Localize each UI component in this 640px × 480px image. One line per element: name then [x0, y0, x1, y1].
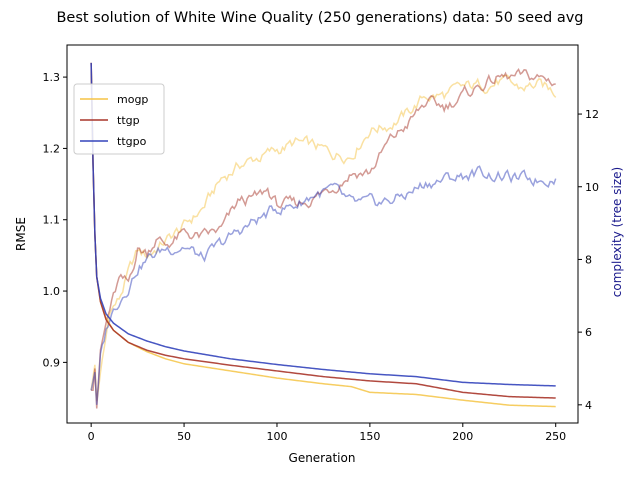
y-right-tick-label: 10 — [585, 181, 599, 194]
rmse-line-ttgpo — [90, 62, 556, 387]
x-tick-label: 150 — [359, 430, 380, 443]
y-axis-left: 0.9 1.0 1.1 1.2 1.3 — [43, 71, 67, 369]
plot-area — [90, 62, 557, 409]
plot-frame — [66, 44, 579, 424]
y-right-tick-label: 8 — [585, 253, 592, 266]
legend: mogp ttgp ttgpo — [73, 83, 165, 155]
y-left-tick-label: 1.0 — [43, 285, 61, 298]
y-right-tick-label: 12 — [585, 108, 599, 121]
complexity-line-ttgpo — [90, 165, 557, 405]
rmse-line-ttgp — [90, 62, 556, 399]
rmse-line-mogp — [90, 62, 556, 408]
y-right-tick-label: 4 — [585, 399, 592, 412]
y-left-tick-label: 0.9 — [43, 356, 61, 369]
legend-label-mogp: mogp — [117, 93, 148, 106]
complexity-line-ttgp — [91, 67, 556, 409]
y-left-tick-label: 1.1 — [43, 214, 61, 227]
x-axis-label: Generation — [289, 451, 356, 465]
legend-label-ttgp: ttgp — [117, 114, 140, 127]
legend-box — [73, 83, 165, 155]
y-right-tick-label: 6 — [585, 326, 592, 339]
x-tick-label: 100 — [266, 430, 287, 443]
x-axis: 0 50 100 150 200 250 — [88, 423, 566, 443]
complexity-line-mogp — [90, 74, 557, 402]
y-left-tick-label: 1.3 — [43, 71, 61, 84]
x-tick-label: 0 — [88, 430, 95, 443]
x-tick-label: 50 — [177, 430, 191, 443]
y-axis-right-label: complexity (tree size) — [610, 167, 624, 297]
y-axis-left-label: RMSE — [14, 217, 28, 251]
x-tick-label: 250 — [545, 430, 566, 443]
y-axis-right: 4 6 8 10 12 — [578, 108, 599, 412]
legend-label-ttgpo: ttgpo — [117, 135, 147, 148]
y-left-tick-label: 1.2 — [43, 142, 61, 155]
chart-title: Best solution of White Wine Quality (250… — [56, 10, 583, 26]
x-tick-label: 200 — [452, 430, 473, 443]
